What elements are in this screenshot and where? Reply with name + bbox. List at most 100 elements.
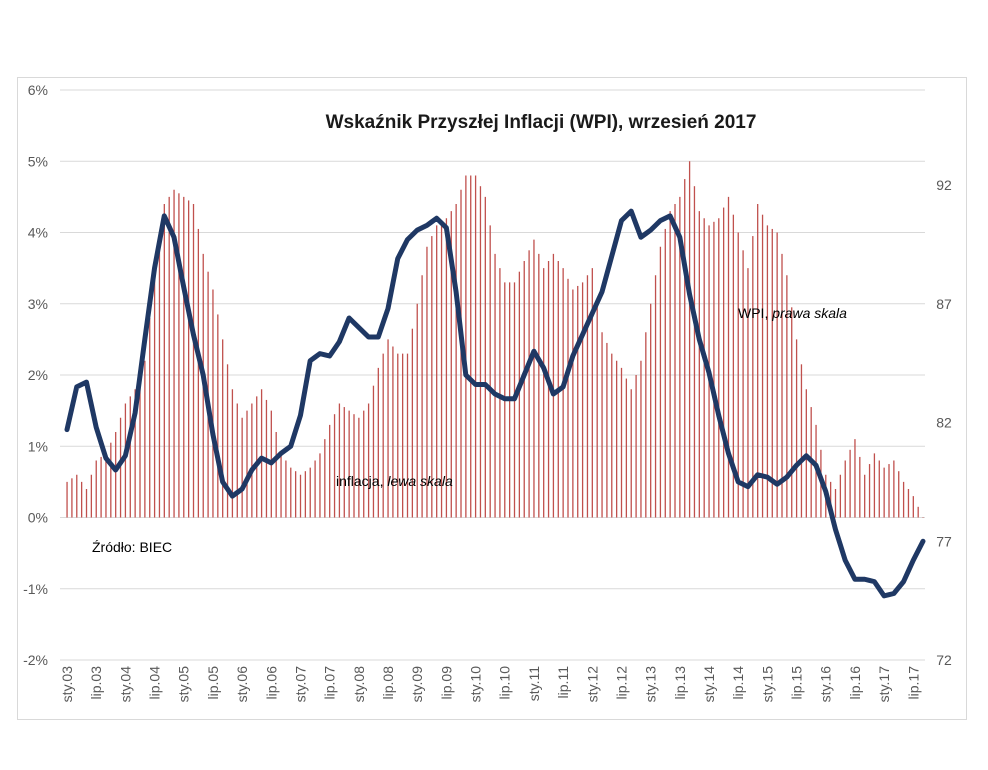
gridlines	[60, 89, 925, 661]
inflation-bar	[771, 228, 773, 518]
inflation-bar	[718, 218, 720, 518]
inflation-bar	[533, 239, 535, 518]
inflation-bar	[231, 389, 234, 518]
inflation-bar	[192, 204, 195, 518]
inflation-bar	[367, 403, 370, 518]
inflation-bar	[752, 236, 754, 518]
left-tick-label: 5%	[28, 153, 48, 169]
left-axis-ticks: -2% -1% 0% 1% 2% 3% 4% 5% 6%	[23, 82, 48, 668]
inflation-bar	[440, 221, 443, 518]
inflation-bar	[552, 253, 555, 518]
inflation-bar	[363, 410, 365, 518]
inflation-bar	[100, 456, 102, 518]
inflation-bar	[421, 275, 423, 518]
inflation-bar	[547, 261, 550, 518]
inflation-bar	[737, 232, 739, 518]
inflation-bar	[134, 389, 136, 518]
left-tick-label: 2%	[28, 367, 48, 383]
left-tick-label: 6%	[28, 82, 48, 98]
inflation-bar	[343, 407, 345, 518]
inflation-bar	[581, 282, 584, 518]
inflation-bar	[129, 396, 131, 518]
inflation-bar	[854, 439, 856, 518]
inflation-bar	[888, 464, 890, 518]
inflation-bar	[577, 285, 579, 518]
inflation-bar	[645, 332, 647, 518]
inflation-bar	[499, 268, 501, 518]
inflation-bar	[727, 196, 730, 518]
x-tick-label: lip.14	[730, 666, 746, 700]
inflation-bar	[791, 307, 793, 518]
inflation-bar	[241, 417, 243, 518]
inflation-bar	[479, 186, 482, 518]
inflation-bar	[625, 378, 628, 518]
x-tick-label: lip.06	[263, 666, 279, 700]
right-axis-ticks: 72 77 82 87 92	[936, 177, 952, 668]
inflation-bar	[562, 268, 564, 518]
inflation-bar	[859, 456, 861, 518]
inflation-bar	[163, 204, 165, 518]
inflation-bar	[401, 353, 404, 518]
inflation-bar	[596, 300, 598, 518]
inflation-bar	[115, 432, 117, 518]
inflation-bar	[309, 467, 311, 518]
inflation-bar	[606, 342, 608, 518]
inflation-bar	[864, 474, 866, 518]
x-tick-label: lip.11	[555, 666, 571, 699]
inflation-bar	[80, 481, 83, 518]
inflation-bar	[353, 414, 355, 518]
right-tick-label: 72	[936, 652, 952, 668]
inflation-bar	[110, 442, 112, 518]
chart-frame	[17, 77, 967, 720]
inflation-bar	[280, 453, 282, 518]
left-tick-label: 0%	[28, 510, 48, 526]
inflation-bar	[873, 453, 876, 518]
inflation-bar	[76, 474, 78, 518]
inflation-bar	[698, 211, 700, 518]
inflation-bar	[912, 496, 914, 518]
x-tick-label: lip.08	[380, 666, 396, 700]
inflation-bar	[299, 474, 302, 518]
x-tick-label: lip.16	[847, 666, 863, 700]
inflation-bar	[654, 275, 657, 518]
inflation-bar	[387, 339, 389, 518]
x-axis-ticks: sty.03 lip.03 sty.04 lip.04 sty.05 lip.05 sty.…	[59, 666, 921, 703]
inflation-bar	[187, 200, 190, 518]
inflation-bar	[465, 175, 467, 518]
inflation-bar	[324, 439, 326, 518]
inflation-bar	[144, 360, 146, 518]
inflation-bar	[470, 175, 472, 518]
inflation-bar	[90, 474, 93, 518]
x-tick-label: lip.09	[438, 666, 454, 700]
inflation-bar	[251, 403, 253, 518]
inflation-bar	[781, 253, 783, 518]
x-tick-label: sty.13	[643, 666, 659, 703]
inflation-bar	[217, 314, 219, 518]
x-tick-label: sty.16	[818, 666, 834, 703]
inflation-bar	[659, 246, 662, 518]
x-tick-label: sty.07	[292, 666, 308, 703]
inflation-bar	[572, 289, 574, 518]
inflation-bar	[766, 225, 769, 518]
inflation-bar	[757, 204, 759, 518]
inflation-bar	[839, 474, 842, 518]
left-tick-label: -2%	[23, 652, 48, 668]
inflation-bar	[226, 364, 229, 518]
wpi-annotation: WPI, prawa skala	[738, 305, 847, 321]
x-tick-label: lip.10	[497, 666, 513, 700]
inflation-bar	[372, 385, 375, 518]
inflation-bar	[275, 432, 277, 518]
x-tick-label: lip.13	[672, 666, 688, 700]
inflation-bar	[567, 278, 569, 518]
x-tick-label: lip.03	[88, 666, 104, 700]
inflation-bar	[260, 389, 263, 518]
inflation-bar	[747, 268, 749, 518]
x-tick-label: sty.14	[701, 666, 717, 703]
left-tick-label: -1%	[23, 581, 48, 597]
inflation-bar	[212, 289, 214, 518]
inflation-bar	[392, 346, 394, 518]
inflation-bar	[197, 228, 200, 518]
inflation-bar	[329, 424, 331, 518]
inflation-bar	[474, 175, 477, 518]
